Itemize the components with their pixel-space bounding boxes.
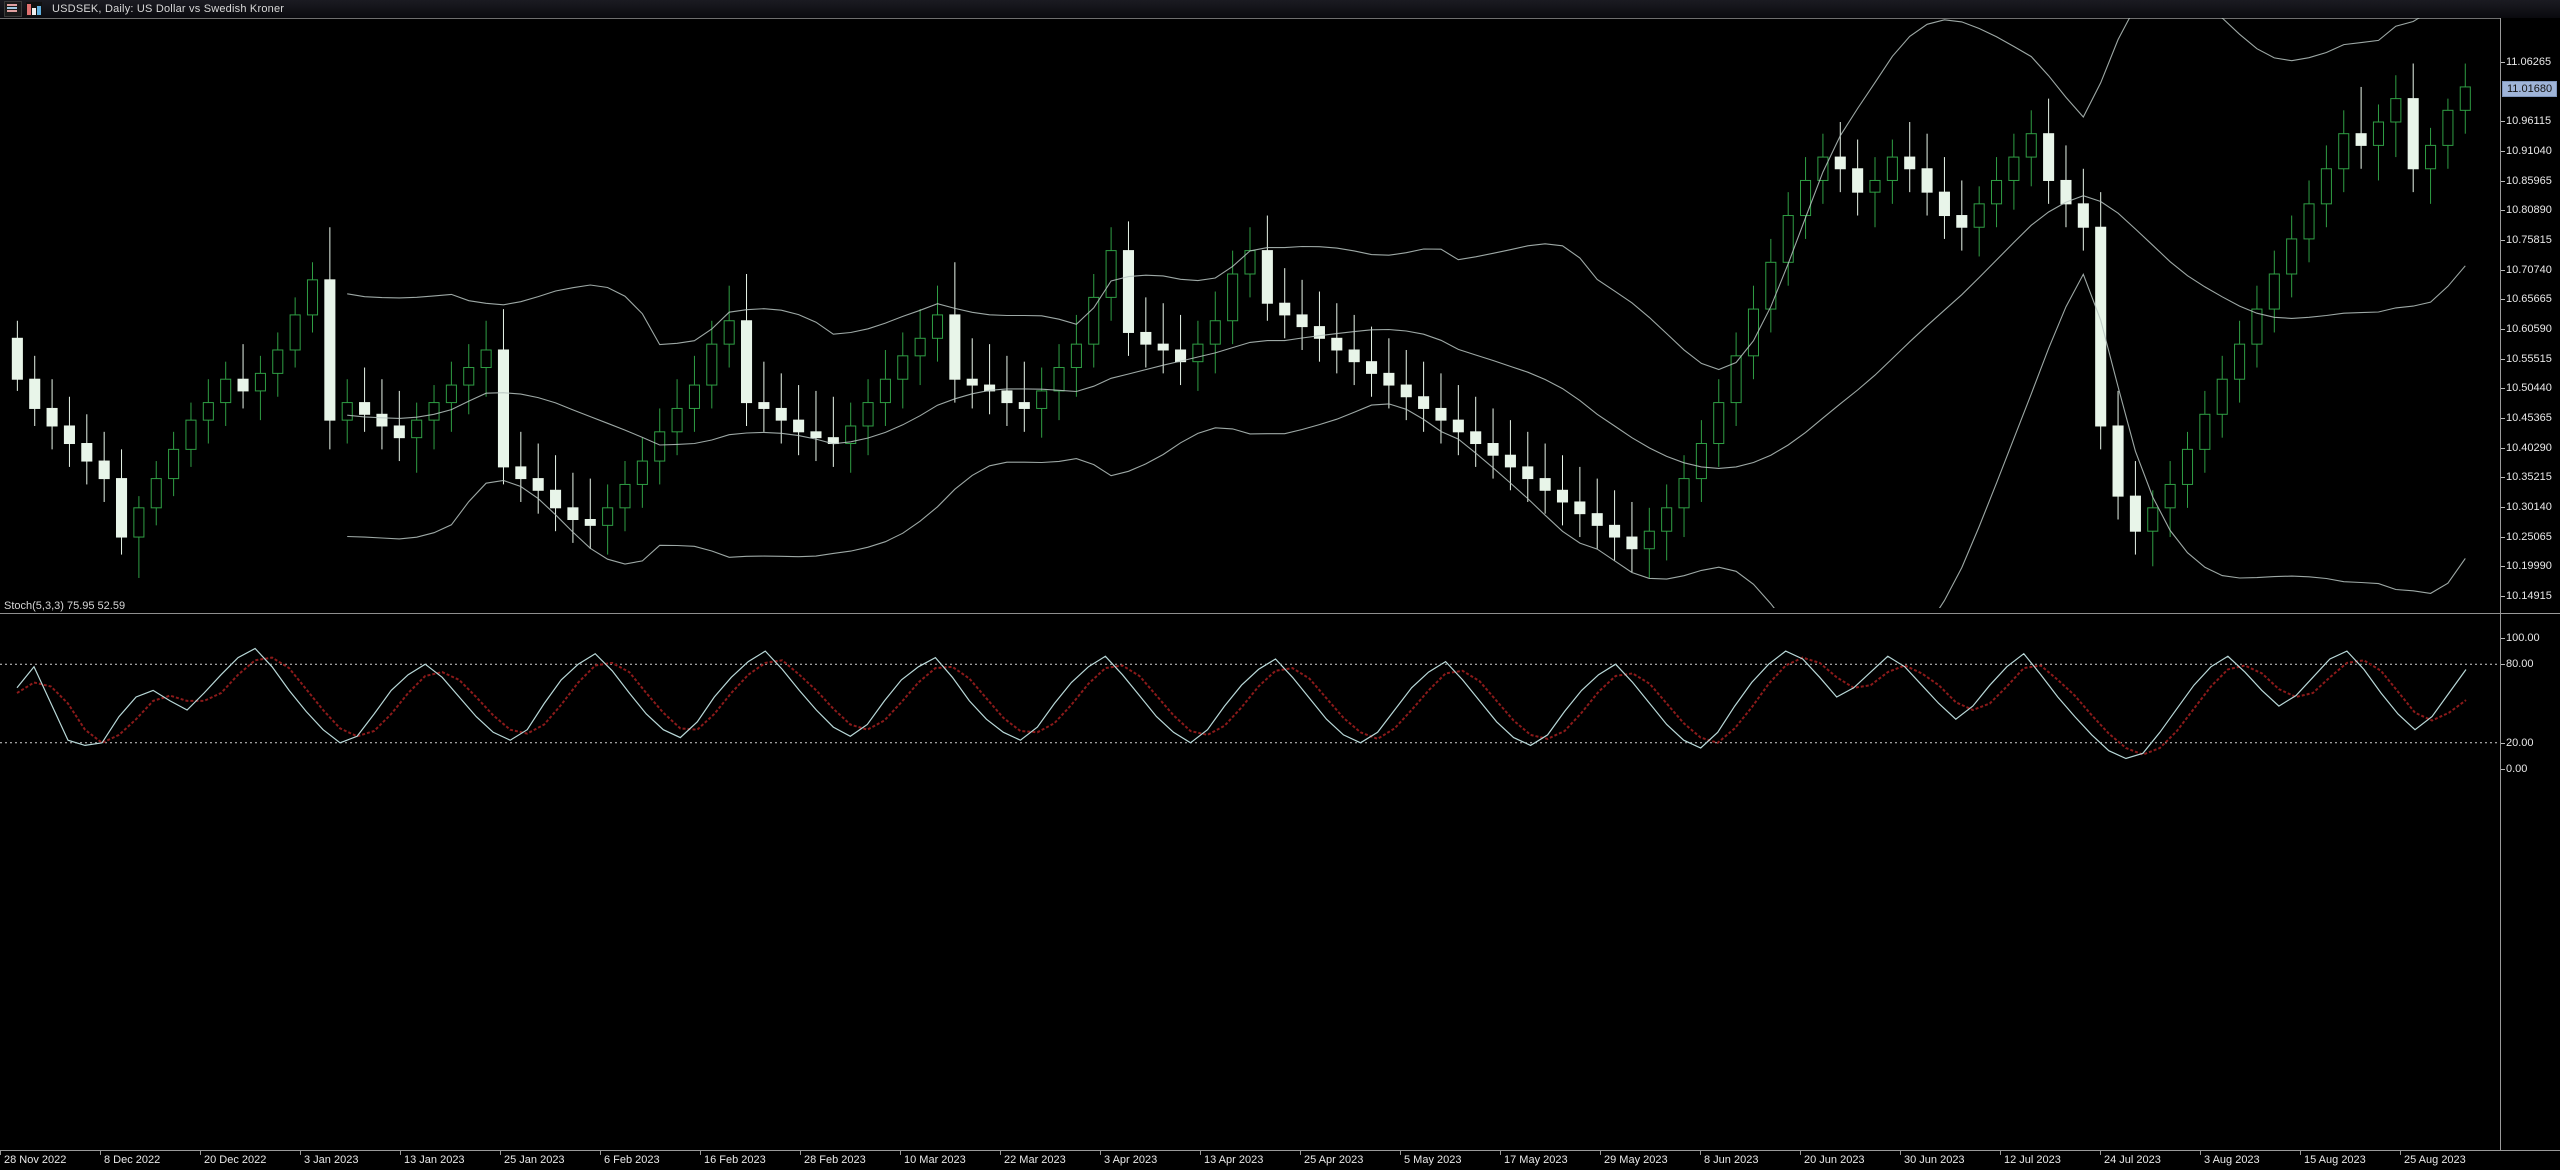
date-tick: 28 Feb 2023 [800,1150,866,1166]
scale-pane-separator [2501,613,2560,614]
chart-bars-icon[interactable] [26,2,42,16]
date-tick: 20 Dec 2022 [199,1150,267,1166]
current-price-badge: 11.01680 [2502,80,2558,97]
price-tick: 10.60590 [2501,323,2552,335]
chart-symbol-title: USDSEK, Daily: US Dollar vs Swedish Kron… [52,3,285,15]
price-tick: 10.30140 [2501,501,2552,513]
price-tick: 10.45365 [2501,412,2552,424]
price-candlestick-plot [11,18,2471,608]
date-tick: 28 Nov 2022 [0,1150,67,1166]
stoch-tick: 80.00 [2501,658,2534,670]
date-tick: 25 Jan 2023 [500,1150,565,1166]
date-tick: 3 Jan 2023 [299,1150,359,1166]
price-tick: 10.75815 [2501,234,2552,246]
price-tick: 10.85965 [2501,175,2552,187]
date-tick: 13 Apr 2023 [1199,1150,1264,1166]
stoch-tick: 100.00 [2501,632,2540,644]
price-tick: 10.91040 [2501,145,2552,157]
pane-divider [0,613,2500,614]
date-tick: 25 Apr 2023 [1299,1150,1364,1166]
date-tick: 17 May 2023 [1500,1150,1568,1166]
price-tick: 10.65665 [2501,293,2552,305]
price-tick: 10.25065 [2501,531,2552,543]
date-tick: 25 Aug 2023 [2400,1150,2466,1166]
chart-titlebar: USDSEK, Daily: US Dollar vs Swedish Kron… [0,0,2560,18]
date-tick: 30 Jun 2023 [1900,1150,1965,1166]
stoch-tick: 0.00 [2501,763,2527,775]
date-tick: 24 Jul 2023 [2100,1150,2161,1166]
current-price-line [0,18,2500,19]
price-scale-axis[interactable]: 11.06265 10.96115 10.91040 10.85965 10.80890… [2500,18,2560,1150]
price-tick: 10.50440 [2501,382,2552,394]
date-tick: 8 Dec 2022 [99,1150,161,1166]
price-pane[interactable] [0,18,2500,608]
price-tick: 10.96115 [2501,115,2551,127]
date-tick: 15 Aug 2023 [2300,1150,2366,1166]
market-watch-icon[interactable] [4,1,22,17]
date-tick: 3 Aug 2023 [2200,1150,2260,1166]
date-tick: 22 Mar 2023 [1000,1150,1066,1166]
price-tick: 11.06265 [2501,56,2551,68]
date-tick: 10 Mar 2023 [900,1150,966,1166]
date-scale-axis[interactable]: 28 Nov 2022 8 Dec 2022 20 Dec 2022 3 Jan 20… [0,1150,2560,1170]
date-tick: 16 Feb 2023 [700,1150,766,1166]
stochastic-oscillator-plot [0,647,2500,760]
date-tick: 3 Apr 2023 [1099,1150,1158,1166]
price-tick: 10.14915 [2501,590,2552,602]
price-tick: 10.80890 [2501,204,2552,216]
date-tick: 20 Jun 2023 [1800,1150,1865,1166]
price-tick: 10.70740 [2501,264,2552,276]
date-tick: 13 Jan 2023 [400,1150,465,1166]
stoch-tick: 20.00 [2501,737,2534,749]
date-tick: 6 Feb 2023 [600,1150,660,1166]
date-tick: 29 May 2023 [1600,1150,1668,1166]
chart-plot-area[interactable] [0,18,2500,1150]
price-tick: 10.40290 [2501,442,2552,454]
date-tick: 8 Jun 2023 [1699,1150,1759,1166]
price-tick: 10.55515 [2501,353,2552,365]
date-tick: 12 Jul 2023 [2000,1150,2061,1166]
price-tick: 10.19990 [2501,560,2552,572]
stochastic-pane[interactable] [0,614,2500,1150]
price-tick: 10.35215 [2501,471,2552,483]
stochastic-indicator-label: Stoch(5,3,3) 75.95 52.59 [4,600,126,612]
date-tick: 5 May 2023 [1399,1150,1462,1166]
